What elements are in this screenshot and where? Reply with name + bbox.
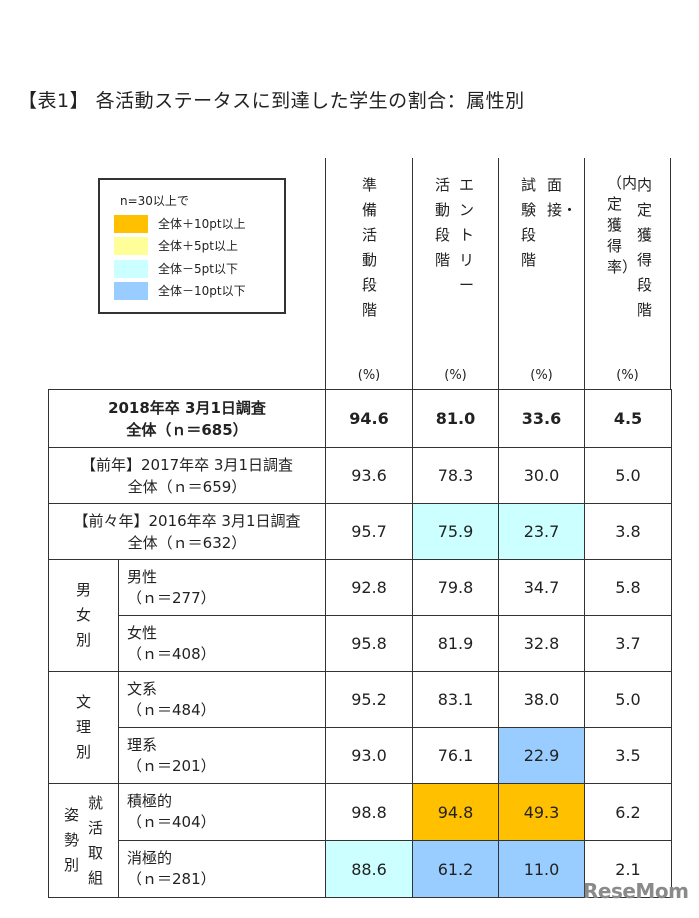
table-row: 消極的 （ｎ＝281） 88.6 61.2 11.0 2.1 xyxy=(49,840,672,898)
value-cell: 3.5 xyxy=(584,727,672,784)
value-cell: 34.7 xyxy=(498,559,585,616)
row-label: 理系 （ｎ＝201） xyxy=(118,727,326,784)
legend-swatch xyxy=(114,259,148,278)
table-title: 【表1】 各活動ステータスに到達した学生の割合：属性別 xyxy=(18,90,525,112)
table-row: 【前年】2017年卒 3月1日調査 全体（ｎ＝659） 93.6 78.3 30… xyxy=(48,447,672,504)
value-cell: 76.1 xyxy=(412,727,499,784)
group-label: 文理別 xyxy=(48,671,119,784)
value-cell: 5.0 xyxy=(584,671,672,728)
value-cell: 32.8 xyxy=(498,615,585,672)
row-label: 2018年卒 3月1日調査 全体（ｎ＝685） xyxy=(48,389,326,448)
value-cell: 23.7 xyxy=(498,503,585,560)
value-cell: 95.2 xyxy=(325,671,413,728)
value-cell: 88.6 xyxy=(325,840,413,898)
table-row: 2018年卒 3月1日調査 全体（ｎ＝685） 94.6 81.0 33.6 4… xyxy=(48,389,672,448)
legend-label: 全体＋5pt以上 xyxy=(158,239,238,253)
value-cell: 79.8 xyxy=(412,559,499,616)
column-header-text: 内定獲得段階 xyxy=(637,176,653,319)
legend-swatch xyxy=(114,214,148,233)
row-label: 文系 （ｎ＝484） xyxy=(118,671,326,728)
column-header-interview: 面接・ 試験段階 (%) xyxy=(498,158,584,389)
row-label: 消極的 （ｎ＝281） xyxy=(118,840,326,898)
column-unit: (%) xyxy=(616,368,639,383)
value-cell: 5.8 xyxy=(584,559,672,616)
row-label: 積極的 （ｎ＝404） xyxy=(118,783,326,841)
legend-label: 全体－5pt以下 xyxy=(158,262,238,276)
legend-label: 全体＋10pt以上 xyxy=(158,217,246,231)
legend-condition: n=30以上で xyxy=(120,194,189,208)
table-row: 姿勢別 就活取組 積極的 （ｎ＝404） 98.8 94.8 49.3 6.2 xyxy=(48,783,672,898)
column-unit: (%) xyxy=(357,368,381,383)
legend-swatch xyxy=(114,236,148,255)
value-cell: 95.8 xyxy=(325,615,413,672)
column-header-text: 準備活動段階 xyxy=(362,176,378,319)
value-cell: 3.8 xyxy=(584,503,672,560)
legend-label: 全体－10pt以下 xyxy=(158,284,246,298)
value-cell: 2.1 xyxy=(584,840,672,898)
column-header-offer: 内定獲得段階 （内定獲得率） (%) xyxy=(584,158,671,389)
column-header-text: エントリー xyxy=(459,176,475,294)
value-cell: 49.3 xyxy=(498,783,585,841)
value-cell: 83.1 xyxy=(412,671,499,728)
value-cell: 78.3 xyxy=(412,447,499,504)
column-header-text: 面接・ xyxy=(547,176,578,219)
value-cell: 81.0 xyxy=(412,389,499,448)
column-header-entry: エントリー 活動段階 (%) xyxy=(412,158,498,389)
value-cell: 75.9 xyxy=(412,503,499,560)
column-header-text: 活動段階 xyxy=(435,176,451,269)
value-cell: 6.2 xyxy=(584,783,672,841)
group-label: 男女別 xyxy=(48,559,119,672)
column-header-text: （内定獲得率） xyxy=(607,174,638,276)
row-label: 【前々年】2016年卒 3月1日調査 全体（ｎ＝632） xyxy=(48,503,326,560)
value-cell: 98.8 xyxy=(325,783,413,841)
value-cell: 81.9 xyxy=(412,615,499,672)
value-cell: 92.8 xyxy=(325,559,413,616)
value-cell: 22.9 xyxy=(498,727,585,784)
legend-item: 全体－10pt以下 xyxy=(114,281,246,300)
column-unit: (%) xyxy=(530,368,553,383)
row-label: 【前年】2017年卒 3月1日調査 全体（ｎ＝659） xyxy=(48,447,326,504)
value-cell: 4.5 xyxy=(584,389,672,448)
value-cell: 95.7 xyxy=(325,503,413,560)
legend-item: 全体＋10pt以上 xyxy=(114,214,246,233)
table-row: 女性 （ｎ＝408） 95.8 81.9 32.8 3.7 xyxy=(49,615,672,672)
value-cell: 33.6 xyxy=(498,389,585,448)
legend-item: 全体－5pt以下 xyxy=(114,259,238,278)
row-label: 女性 （ｎ＝408） xyxy=(118,615,326,672)
legend-item: 全体＋5pt以上 xyxy=(114,236,238,255)
table-row: 理系 （ｎ＝201） 93.0 76.1 22.9 3.5 xyxy=(49,727,672,784)
value-cell: 93.0 xyxy=(325,727,413,784)
value-cell: 30.0 xyxy=(498,447,585,504)
value-cell: 5.0 xyxy=(584,447,672,504)
row-label: 男性 （ｎ＝277） xyxy=(118,559,326,616)
table-row: 男女別 男性 （ｎ＝277） 92.8 79.8 34.7 5.8 xyxy=(48,559,672,672)
value-cell: 93.6 xyxy=(325,447,413,504)
value-cell: 94.8 xyxy=(412,783,499,841)
group-label: 姿勢別 就活取組 xyxy=(48,783,119,898)
resemom-logo: ReseMom xyxy=(583,879,689,903)
value-cell: 94.6 xyxy=(325,389,413,448)
value-cell: 61.2 xyxy=(412,840,499,898)
value-cell: 38.0 xyxy=(498,671,585,728)
column-unit: (%) xyxy=(444,368,467,383)
color-legend: n=30以上で 全体＋10pt以上 全体＋5pt以上 全体－5pt以下 全体－1… xyxy=(98,178,286,314)
column-header-preparation: 準備活動段階 (%) xyxy=(325,158,412,389)
value-cell: 3.7 xyxy=(584,615,672,672)
data-table: 2018年卒 3月1日調査 全体（ｎ＝685） 94.6 81.0 33.6 4… xyxy=(48,389,672,898)
value-cell: 11.0 xyxy=(498,840,585,898)
legend-swatch xyxy=(114,281,148,300)
table-row: 文理別 文系 （ｎ＝484） 95.2 83.1 38.0 5.0 xyxy=(48,671,672,784)
column-header-text: 試験段階 xyxy=(521,176,537,269)
table-row: 【前々年】2016年卒 3月1日調査 全体（ｎ＝632） 95.7 75.9 2… xyxy=(48,503,672,560)
